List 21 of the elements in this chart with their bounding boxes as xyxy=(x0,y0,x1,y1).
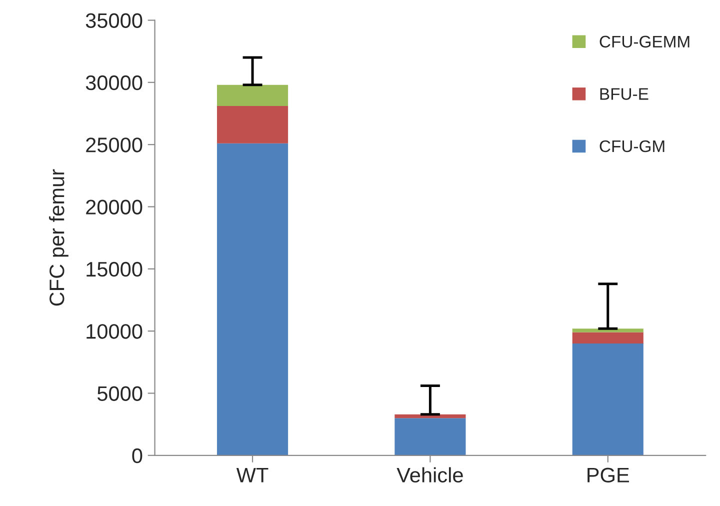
y-tick-label: 30000 xyxy=(86,75,142,90)
bar xyxy=(572,344,644,456)
y-tick-label: 20000 xyxy=(86,200,142,214)
y-tick-label: 5000 xyxy=(97,386,142,401)
legend-label: CFU-GM xyxy=(600,140,664,152)
bar xyxy=(216,106,288,144)
bar xyxy=(394,418,466,456)
bar xyxy=(216,84,288,106)
x-tick-label: Vehicle xyxy=(396,467,463,483)
bar xyxy=(572,332,644,344)
x-tick-label: WT xyxy=(236,468,268,482)
legend-label: CFU-GEMM xyxy=(600,36,690,48)
y-tick-label: 0 xyxy=(132,448,142,464)
bar xyxy=(216,143,288,456)
legend-label: BFU-E xyxy=(600,88,648,100)
y-tick-label: 25000 xyxy=(86,138,142,152)
x-tick-label: PGE xyxy=(588,468,629,483)
y-axis-title: CFC per femur xyxy=(49,169,68,306)
y-tick-label: 35000 xyxy=(86,13,142,28)
y-tick-label: 10000 xyxy=(86,324,142,339)
y-tick-label: 15000 xyxy=(86,262,142,277)
